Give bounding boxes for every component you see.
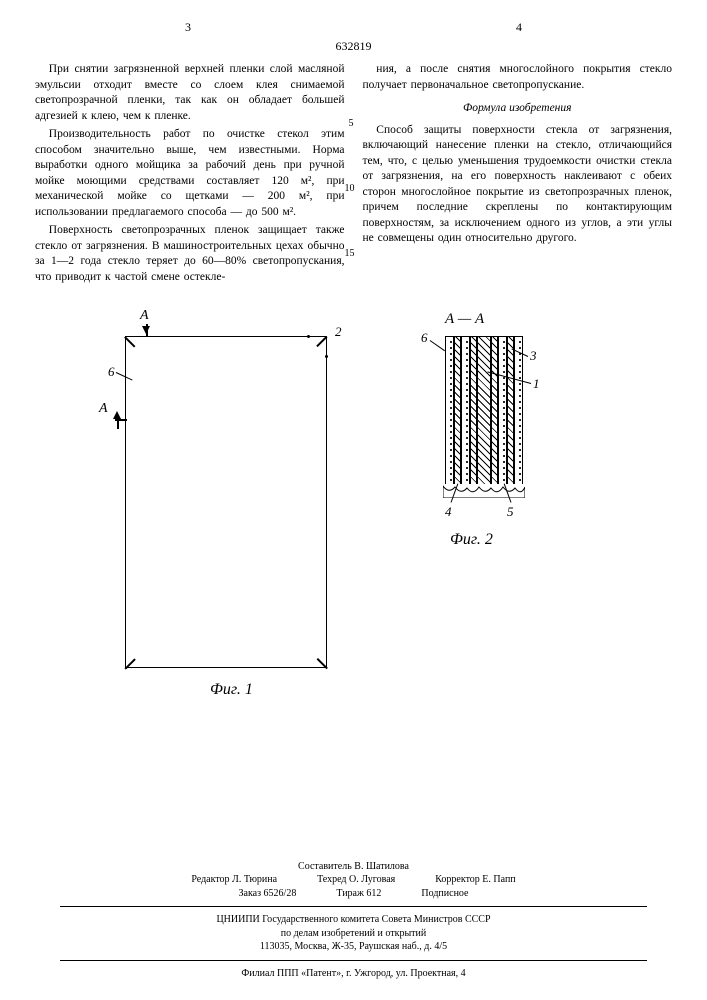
para: ния, а после снятия многослойного покрыт… [363,62,673,93]
compiler: Составитель В. Шатилова [0,860,707,874]
label-1: 1 [533,376,540,392]
org2: по делам изобретений и открытий [0,927,707,941]
layer [445,336,454,486]
label-3: 3 [530,348,537,364]
label-2: 2 [335,324,342,340]
para: При снятии загрязненной верхней пленки с… [35,62,345,124]
layer [498,336,507,486]
layer [454,336,461,486]
fig1-caption: Фиг. 1 [210,681,253,699]
corner-icon [125,336,139,350]
order: Заказ 6526/28 [239,887,297,901]
corner-icon [313,654,327,668]
linenum-5: 5 [349,117,354,131]
fig1-rect [125,336,327,668]
formula-title: Формула изобретения [363,101,673,117]
tech: Техред О. Луговая [317,873,395,887]
dot-icon [307,335,310,338]
divider [60,906,647,907]
editor: Редактор Л. Тюрина [191,873,277,887]
tick [117,419,119,429]
linenum-15: 15 [345,247,355,261]
section-A-top: А [140,308,149,324]
label-6: 6 [421,330,428,346]
tirazh: Тираж 612 [336,887,381,901]
fig2-section: 6 3 1 4 5 [425,336,540,501]
label-6: 6 [108,364,115,380]
corner-icon [313,336,327,350]
para: Поверхность светопрозрачных пленок защищ… [35,223,345,285]
footer: Составитель В. Шатилова Редактор Л. Тюри… [0,860,707,981]
layer [491,336,498,486]
para: Производительность работ по очистке стек… [35,127,345,220]
addr1: 113035, Москва, Ж-35, Раушская наб., д. … [0,940,707,954]
dot-icon [325,355,328,358]
section-A-bottom: А [99,401,108,417]
org1: ЦНИИПИ Государственного комитета Совета … [0,913,707,927]
label-4: 4 [445,504,452,520]
tick [146,324,148,336]
layer [461,336,470,486]
section-AA: А — А [445,311,484,328]
layer [507,336,514,486]
layer [470,336,477,486]
colnum-left: 3 [185,20,191,35]
sub: Подписное [421,887,468,901]
corner-icon [125,654,139,668]
arrow-up-icon [113,411,121,419]
corr: Корректор Е. Папп [435,873,515,887]
label-5: 5 [507,504,514,520]
colnum-right: 4 [516,20,522,35]
doc-number: 632819 [35,39,672,54]
addr2: Филиал ППП «Патент», г. Ужгород, ул. Про… [0,967,707,981]
figures-area: А А 6 2 Фиг. 1 А — А [35,306,672,786]
linenum-10: 10 [345,182,355,196]
left-column: При снятии загрязненной верхней пленки с… [35,62,345,288]
right-column: ния, а после снятия многослойного покрыт… [363,62,673,288]
para-formula: Способ защиты поверхности стекла от загр… [363,123,673,247]
layer [514,336,523,486]
divider [60,960,647,961]
fig2-caption: Фиг. 2 [450,531,493,549]
text-columns: При снятии загрязненной верхней пленки с… [35,62,672,288]
layer [477,336,491,486]
